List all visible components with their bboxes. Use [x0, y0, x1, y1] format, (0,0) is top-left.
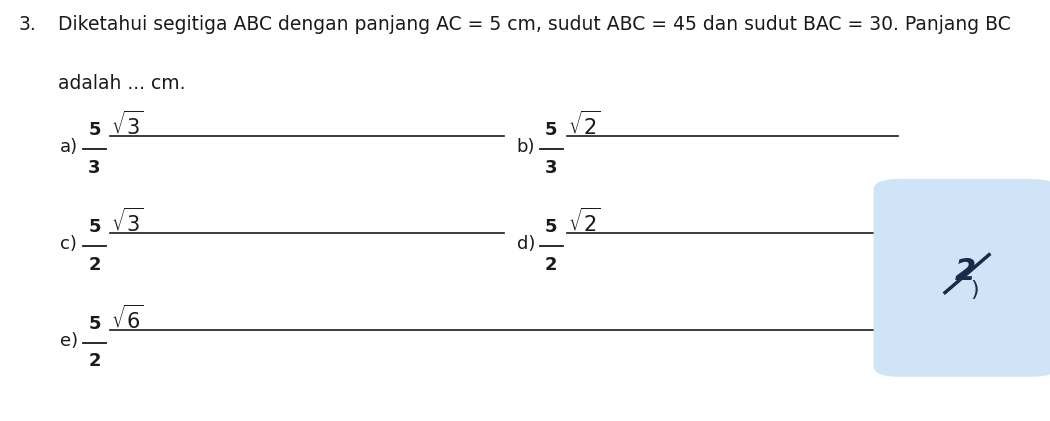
Text: 2: 2 — [88, 352, 101, 370]
FancyBboxPatch shape — [874, 179, 1050, 377]
Text: a): a) — [60, 139, 78, 156]
Text: 5: 5 — [88, 121, 101, 139]
Text: 5: 5 — [88, 314, 101, 333]
Text: d): d) — [517, 235, 536, 253]
Text: 3: 3 — [545, 159, 558, 177]
Text: e): e) — [60, 332, 78, 350]
Text: $\sqrt{2}$: $\sqrt{2}$ — [568, 208, 601, 236]
Text: 3: 3 — [88, 159, 101, 177]
Text: adalah ... cm.: adalah ... cm. — [58, 74, 185, 93]
Text: Diketahui segitiga ABC dengan panjang AC = 5 cm, sudut ABC = 45 dan sudut BAC = : Diketahui segitiga ABC dengan panjang AC… — [58, 15, 1010, 34]
Text: $\sqrt{6}$: $\sqrt{6}$ — [111, 304, 144, 333]
Text: ): ) — [970, 280, 979, 301]
Text: $\sqrt{3}$: $\sqrt{3}$ — [111, 111, 144, 139]
Text: 2: 2 — [545, 256, 558, 274]
Text: $\sqrt{3}$: $\sqrt{3}$ — [111, 208, 144, 236]
Text: 2: 2 — [88, 256, 101, 274]
Text: 5: 5 — [545, 121, 558, 139]
Text: c): c) — [60, 235, 77, 253]
Text: 3.: 3. — [19, 15, 37, 34]
Text: $\sqrt{2}$: $\sqrt{2}$ — [568, 111, 601, 139]
Text: 5: 5 — [88, 218, 101, 236]
Text: 2: 2 — [954, 257, 977, 286]
Text: 5: 5 — [545, 218, 558, 236]
Text: b): b) — [517, 139, 536, 156]
